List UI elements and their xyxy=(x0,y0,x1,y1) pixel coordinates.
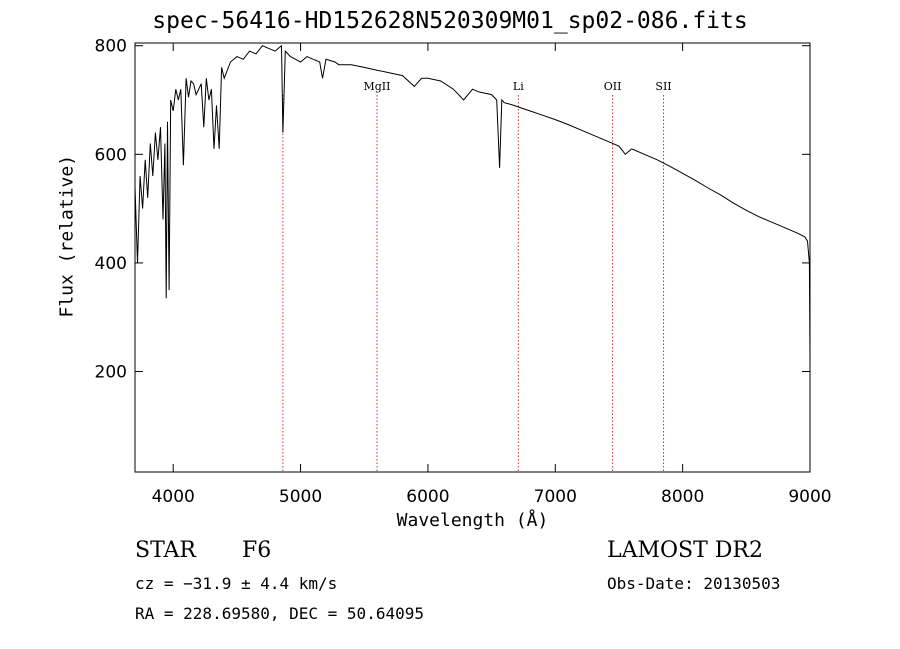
chart-title: spec-56416-HD152628N520309M01_sp02-086.f… xyxy=(152,8,748,34)
object-class: STAR xyxy=(135,538,196,563)
x-tick-label: 5000 xyxy=(279,487,322,507)
coordinates: RA = 228.69580, DEC = 50.64095 xyxy=(135,604,424,623)
line-markers: MgII Li OII SII xyxy=(282,80,672,472)
y-axis-label: Flux (relative) xyxy=(56,154,78,318)
line-marker-label: OII xyxy=(604,80,622,93)
y-tick-label: 400 xyxy=(95,254,127,274)
line-marker-label: SII xyxy=(655,80,671,93)
x-tick-label: 6000 xyxy=(406,487,449,507)
plot-frame xyxy=(134,42,811,473)
line-marker-label: Li xyxy=(513,80,524,93)
spectrum-line xyxy=(134,44,811,361)
x-axis-label: Wavelength (Å) xyxy=(396,510,549,531)
observation-date: Obs-Date: 20130503 xyxy=(607,574,781,593)
redshift-velocity: cz = −31.9 ± 4.4 km/s xyxy=(135,574,338,593)
survey-name: LAMOST DR2 xyxy=(607,538,763,563)
x-tick-label: 7000 xyxy=(534,487,577,507)
x-axis: 4000 5000 6000 7000 8000 9000 xyxy=(152,43,832,507)
x-tick-label: 4000 xyxy=(152,487,195,507)
x-tick-label: 9000 xyxy=(788,487,831,507)
x-tick-label: 8000 xyxy=(661,487,704,507)
y-tick-label: 800 xyxy=(95,37,127,57)
subclass: F6 xyxy=(242,538,272,563)
y-axis: 200 400 600 800 xyxy=(95,37,810,383)
y-tick-label: 200 xyxy=(95,363,127,383)
line-marker-label: MgII xyxy=(363,80,390,93)
y-tick-label: 600 xyxy=(95,145,127,165)
